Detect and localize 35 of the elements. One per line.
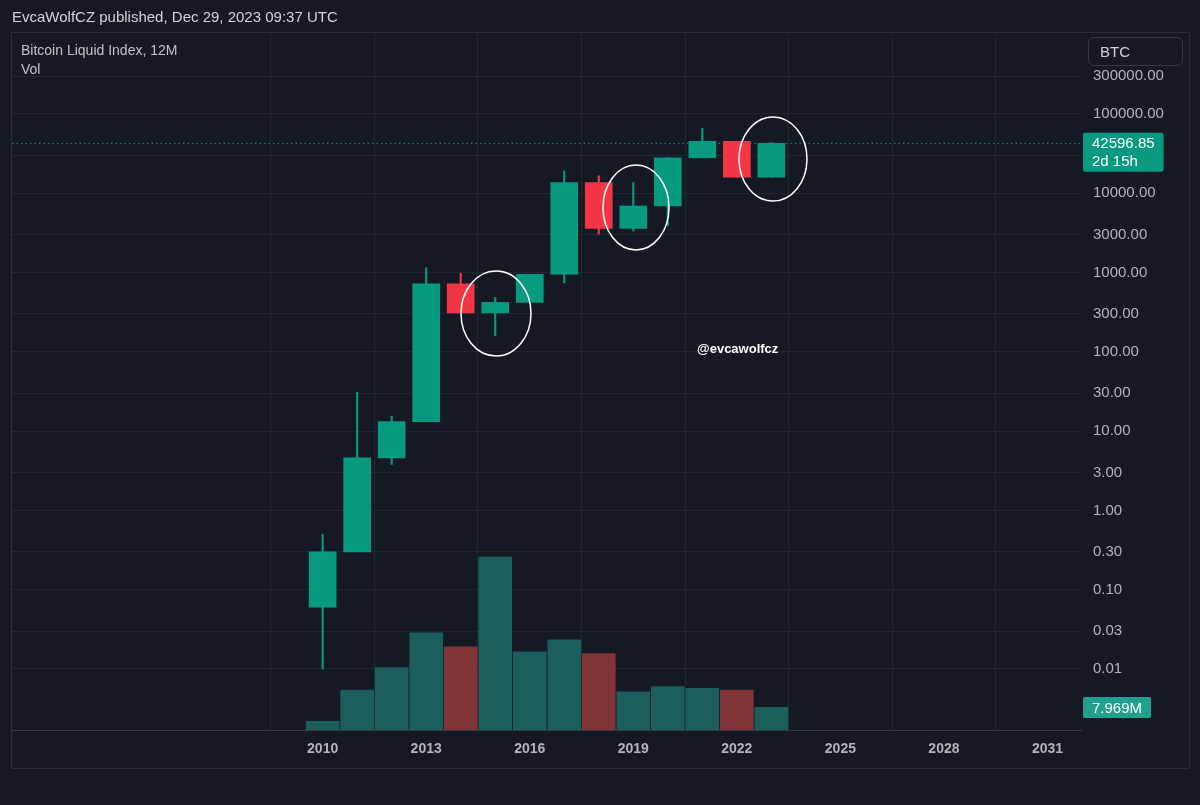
y-tick-label: 100.00 bbox=[1093, 341, 1139, 359]
x-tick-label: 2013 bbox=[410, 740, 442, 757]
y-tick-label: 100000.00 bbox=[1093, 104, 1164, 122]
x-tick-label: 2016 bbox=[514, 740, 546, 757]
y-tick-label: 3.00 bbox=[1093, 462, 1123, 480]
text: EvcaWolfCZ published, Dec 29, 2023 09:37 UTC bbox=[12, 8, 338, 25]
y-tick-label: 10.00 bbox=[1093, 421, 1131, 439]
y-tick-label: 3000.00 bbox=[1093, 224, 1148, 242]
text: 2d 15h bbox=[1092, 152, 1138, 170]
y-tick-label: 1.00 bbox=[1093, 500, 1123, 518]
annotation: @evcawolfcz bbox=[697, 341, 779, 356]
x-tick-label: 2019 bbox=[617, 740, 650, 757]
y-tick-label: 0.03 bbox=[1093, 621, 1123, 639]
y-tick-label: 0.30 bbox=[1093, 542, 1123, 559]
ref-line-label: 42596.85 bbox=[1092, 134, 1155, 152]
x-tick-label: 2022 bbox=[721, 740, 753, 757]
x-tick-label: 2010 bbox=[307, 740, 339, 757]
y-tick-label: 0.10 bbox=[1093, 579, 1123, 597]
y-tick-label: 30.00 bbox=[1093, 383, 1131, 401]
y-tick-label: 300.00 bbox=[1093, 304, 1139, 322]
bar bbox=[443, 646, 478, 730]
y-tick-label: 300000.00 bbox=[1093, 66, 1164, 84]
y-axis-title: BTC bbox=[1100, 43, 1130, 60]
y-tick-label: 10000.00 bbox=[1093, 183, 1156, 201]
y-tick-label: 0.01 bbox=[1093, 659, 1123, 677]
y-tick-label: 1000.00 bbox=[1093, 262, 1148, 280]
bar bbox=[581, 653, 616, 730]
x-tick-label: 2031 bbox=[1031, 740, 1064, 757]
bar bbox=[754, 707, 789, 730]
text: Vol bbox=[21, 61, 41, 77]
text: Bitcoin Liquid Index, 12M bbox=[21, 42, 178, 58]
bar bbox=[720, 689, 754, 730]
x-tick-label: 2025 bbox=[824, 740, 857, 757]
text: 7.969M bbox=[1092, 698, 1143, 716]
x-tick-label: 2028 bbox=[928, 740, 960, 757]
